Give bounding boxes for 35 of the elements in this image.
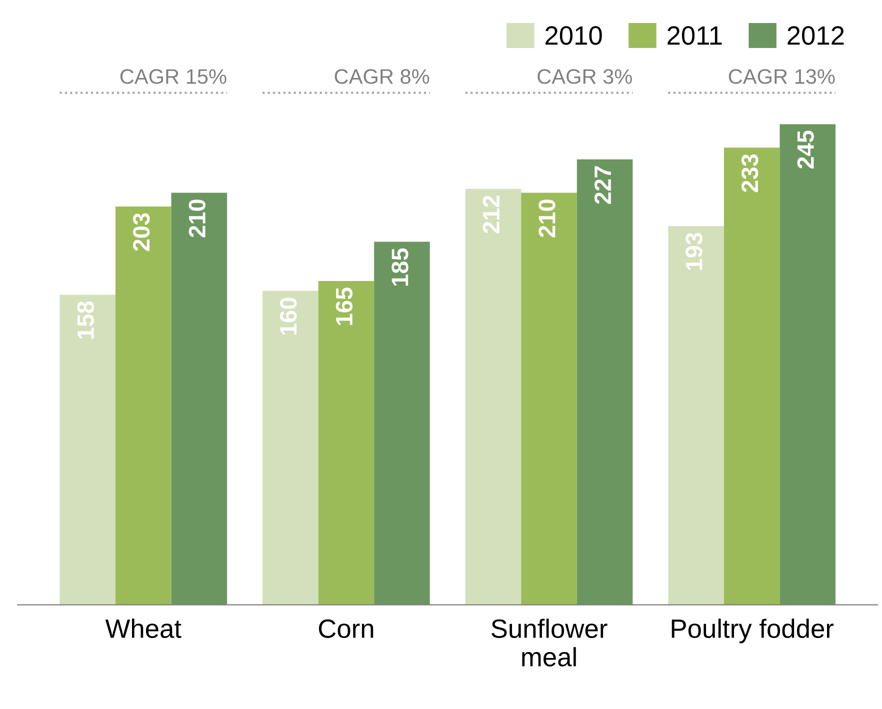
- data-label: 210: [538, 200, 556, 238]
- x-tick-label: Corn: [318, 619, 374, 638]
- bar: [60, 294, 116, 605]
- data-label: 245: [797, 130, 814, 169]
- data-label: 193: [686, 232, 702, 270]
- bar: [780, 124, 836, 605]
- text: CAGR 13%: [728, 69, 835, 84]
- data-label: 165: [336, 288, 353, 325]
- bar: [374, 242, 430, 605]
- bar: [262, 290, 318, 605]
- bar: [318, 281, 374, 605]
- data-label: 203: [133, 213, 150, 251]
- bar: [668, 226, 724, 605]
- data-label: 233: [741, 154, 758, 192]
- text: CAGR 3%: [538, 69, 632, 84]
- data-label: 227: [594, 166, 611, 204]
- bar: [521, 192, 577, 605]
- bar: [724, 148, 780, 605]
- x-tick-label: Poultry fodder: [672, 618, 834, 644]
- bar: [465, 188, 522, 605]
- x-tick-label: Sunflower meal: [492, 618, 608, 666]
- bar: [576, 159, 633, 605]
- data-label: 158: [77, 301, 94, 339]
- x-tick-label: Wheat: [105, 618, 182, 638]
- legend-label: 2010: [546, 26, 602, 45]
- bar: [171, 192, 228, 605]
- data-label: 210: [188, 200, 206, 238]
- legend-label: 2011: [668, 26, 722, 45]
- text: CAGR 15%: [120, 69, 226, 84]
- bar: [116, 206, 172, 605]
- legend-label: 2012: [788, 26, 844, 45]
- text: CAGR 8%: [334, 69, 430, 84]
- data-label: 185: [392, 248, 408, 286]
- data-label: 212: [482, 196, 500, 234]
- data-label: 160: [280, 298, 297, 335]
